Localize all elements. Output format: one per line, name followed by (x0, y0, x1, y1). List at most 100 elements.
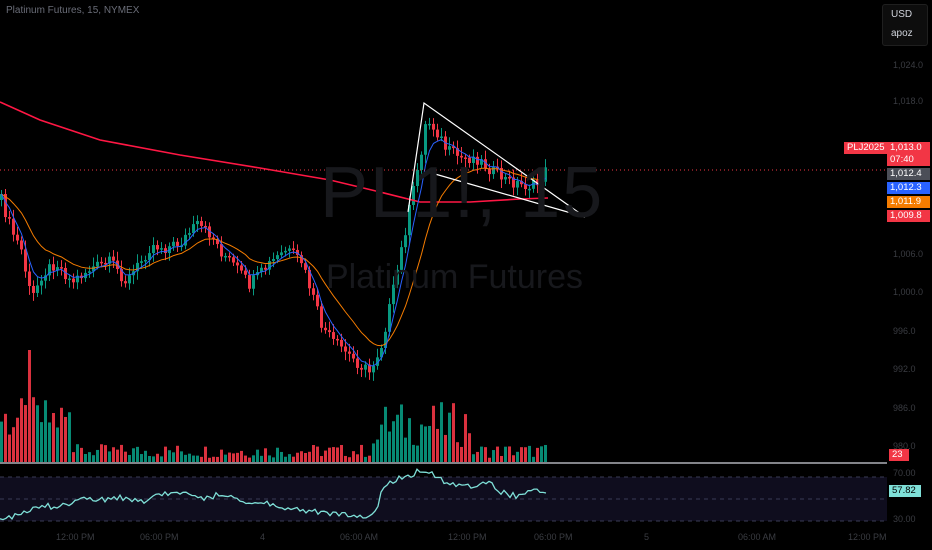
candle (348, 351, 351, 354)
candle (304, 263, 307, 270)
candle (492, 166, 495, 175)
candle (340, 339, 343, 347)
time-label: 06:00 AM (340, 532, 379, 542)
volume-bar (452, 403, 455, 462)
candle (76, 275, 79, 283)
volume-bar (260, 455, 263, 462)
candle (316, 294, 319, 307)
volume-bar (508, 446, 511, 462)
time-label: 06:00 PM (140, 532, 179, 542)
last-price-tag: 1,013.0 (887, 142, 930, 154)
volume-bar (144, 450, 147, 462)
volume-bar (448, 412, 451, 462)
price-label: 986.0 (893, 403, 916, 413)
volume-bar (156, 453, 159, 462)
volume-bar (40, 422, 43, 462)
volume-bar (296, 452, 299, 462)
candle (504, 177, 507, 180)
volume-bar (100, 444, 103, 462)
volume-bar (488, 457, 491, 462)
volume-bar (16, 417, 19, 462)
volume-bar (228, 452, 231, 462)
volume-bar (244, 455, 247, 462)
volume-bar (400, 404, 403, 462)
volume-bar (544, 444, 547, 462)
volume-bar (336, 447, 339, 462)
time-label: 06:00 AM (738, 532, 777, 542)
volume-bar (104, 445, 107, 462)
candle (220, 244, 223, 257)
volume-bar (216, 456, 219, 462)
volume-bar (200, 456, 203, 462)
candle (272, 259, 275, 262)
candle (368, 364, 371, 373)
ema-long-line (0, 101, 549, 203)
volume-bar (480, 446, 483, 462)
volume-bar (132, 448, 135, 462)
candle (212, 237, 215, 240)
volume-bar (288, 454, 291, 462)
candle (124, 281, 127, 284)
volume-bar (124, 451, 127, 462)
volume-bar (440, 402, 443, 462)
candle (232, 257, 235, 263)
pennant-pattern[interactable] (407, 101, 586, 218)
candle (484, 159, 487, 169)
volume-bar (240, 450, 243, 462)
volume-bar (404, 437, 407, 462)
volume-bar (520, 447, 523, 462)
volume-bar (380, 424, 383, 462)
volume-bar (484, 447, 487, 462)
candle (448, 146, 451, 150)
candle (288, 248, 291, 251)
time-label: 12:00 PM (448, 532, 487, 542)
price-label: 1,024.0 (893, 60, 924, 70)
volume-bar (304, 452, 307, 462)
user-label[interactable]: apoz (891, 28, 913, 39)
candle (188, 233, 191, 235)
price-label: 1,006.0 (893, 249, 924, 259)
candle (112, 256, 115, 261)
candle (452, 146, 455, 149)
volume-bar (472, 454, 475, 462)
candle (224, 255, 227, 258)
candle (276, 255, 279, 260)
volume-bar (88, 452, 91, 462)
volume-bar (220, 449, 223, 462)
candle (184, 234, 187, 246)
candle (8, 217, 11, 219)
price-label: 1,018.0 (893, 96, 924, 106)
volume-bar (340, 445, 343, 462)
volume-bar (176, 445, 179, 462)
volume-bar (364, 456, 367, 462)
volume-bar (444, 434, 447, 462)
candle (544, 167, 547, 182)
volume-bar (528, 445, 531, 462)
volume-tag: 23 (889, 449, 909, 461)
volume-bar (376, 439, 379, 462)
price-label: 980.0 (893, 441, 916, 451)
candle (164, 248, 167, 254)
candle (128, 275, 131, 284)
volume-bar (368, 455, 371, 462)
candle (152, 245, 155, 254)
volume-bar (212, 456, 215, 462)
volume-bar (192, 455, 195, 462)
volume-bar (256, 449, 259, 462)
volume-bar (44, 400, 47, 462)
rsi-tag: 57.82 (889, 485, 921, 497)
candle (48, 264, 51, 276)
volume-bar (272, 457, 275, 462)
symbol-header[interactable]: Platinum Futures, 15, NYMEX (6, 5, 140, 16)
volume-bar (476, 451, 479, 462)
volume-bar (4, 413, 7, 462)
candle (480, 159, 483, 165)
volume-bar (536, 447, 539, 462)
currency-unit-box[interactable]: USD apoz (882, 4, 928, 46)
volume-bar (420, 424, 423, 462)
volume-bar (344, 455, 347, 462)
currency-label[interactable]: USD (891, 9, 913, 20)
candle (284, 250, 287, 253)
candle (108, 256, 111, 264)
